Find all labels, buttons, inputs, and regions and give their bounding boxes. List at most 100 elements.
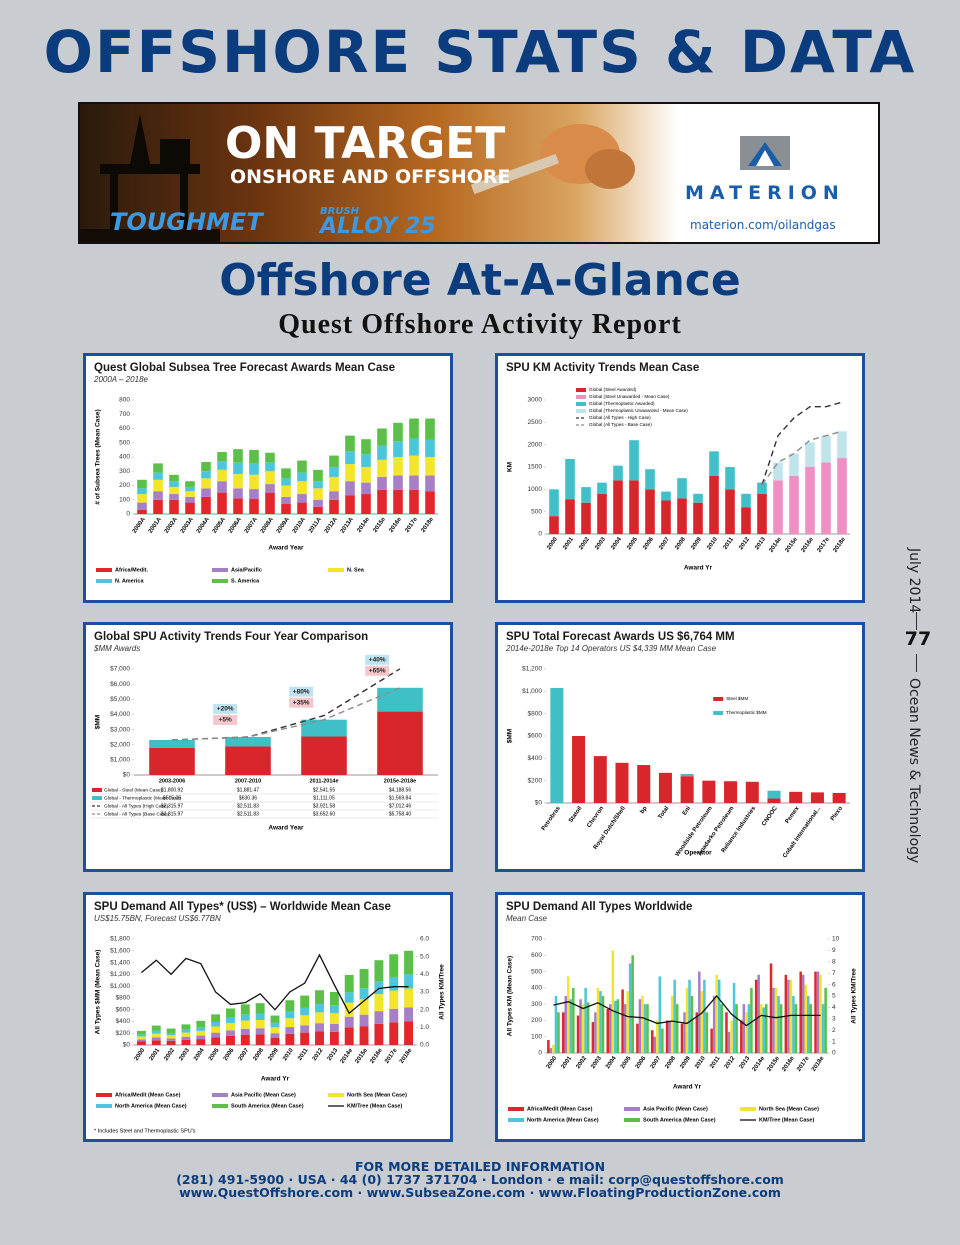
bar: [166, 1032, 176, 1036]
x-tick-label: 2004: [610, 536, 623, 551]
bar: [217, 452, 227, 462]
bar: [693, 502, 703, 534]
y2-tick-label: 6: [832, 981, 836, 988]
bar: [345, 481, 355, 496]
ad-brand: TOUGHMET: [110, 208, 263, 236]
bar: [201, 478, 211, 489]
bar: [226, 1035, 235, 1045]
table-value: $5,758.40: [389, 811, 411, 817]
y-tick-label: $7,000: [110, 666, 130, 673]
bar: [270, 1015, 280, 1023]
bar: [675, 1004, 679, 1053]
annotation-box: [213, 703, 238, 714]
legend-swatch: [96, 579, 112, 583]
bar: [409, 438, 419, 456]
bar: [196, 1020, 206, 1028]
x-tick-label: Plexo: [830, 805, 844, 822]
bar: [609, 1004, 612, 1053]
bar: [265, 492, 275, 514]
bar: [240, 1004, 250, 1015]
y-tick-label: $5,000: [110, 696, 130, 703]
bar: [329, 476, 339, 492]
bar: [773, 462, 783, 481]
bar: [185, 496, 195, 503]
bar: [361, 494, 371, 514]
bar: [725, 1012, 728, 1053]
bar: [404, 988, 414, 1008]
bar: [695, 1012, 699, 1053]
bar: [285, 1011, 295, 1019]
bar: [821, 462, 831, 534]
bar: [300, 995, 310, 1008]
bar: [683, 1012, 686, 1053]
y-axis-label: All Types KM (Mean Case): [507, 956, 514, 1036]
bar: [700, 991, 704, 1053]
footer-links[interactable]: www.QuestOffshore.com · www.SubseaZone.c…: [179, 1185, 781, 1200]
y-tick-label: 500: [531, 968, 542, 975]
bar: [185, 481, 195, 487]
x-axis-label: Award Yr: [684, 565, 713, 572]
bar: [819, 974, 822, 1053]
bar: [196, 1027, 206, 1031]
x-tick-label: 2006: [223, 1047, 236, 1062]
bar: [136, 1036, 146, 1040]
y-tick-label: 300: [531, 1001, 542, 1008]
x-tick-label: 2003: [594, 536, 607, 551]
bar: [702, 780, 716, 803]
y2-tick-label: 7: [832, 970, 836, 977]
bar: [389, 976, 399, 991]
bar: [249, 474, 259, 490]
bar: [359, 1014, 369, 1027]
x-tick-label: Chevron: [586, 805, 605, 829]
bar: [754, 979, 758, 1053]
bar: [211, 1026, 221, 1033]
table-value: $3,921.58: [313, 803, 335, 809]
bar: [313, 488, 323, 500]
bar: [285, 1027, 295, 1034]
legend-label: North America (Mean Case): [115, 1103, 187, 1109]
y2-tick-label: 5: [832, 993, 836, 1000]
x-axis-label: Operator: [684, 850, 712, 857]
bar: [801, 974, 805, 1053]
x-tick-label: 2007: [658, 536, 671, 551]
bar: [688, 979, 691, 1053]
legend-swatch: [212, 579, 228, 583]
bar: [425, 439, 435, 457]
bar: [549, 489, 559, 517]
x-tick-label: 2011: [723, 536, 736, 551]
bar: [344, 1002, 354, 1017]
bar: [329, 455, 339, 467]
bar: [255, 1013, 265, 1020]
chart-title: SPU KM Activity Trends Mean Case: [506, 362, 699, 374]
ad-brand: ALLOY 25: [320, 214, 436, 239]
bar: [579, 999, 582, 1053]
bar: [821, 435, 831, 463]
bar: [265, 452, 275, 463]
y-tick-label: 2000: [528, 441, 543, 448]
y2-tick-label: 2: [832, 1027, 836, 1034]
y-tick-label: $1,600: [110, 947, 130, 954]
bar: [549, 516, 559, 534]
legend-label: South America (Mean Case): [643, 1117, 716, 1123]
bar: [789, 979, 793, 1053]
bar: [151, 1037, 161, 1041]
x-tick-label: 2006: [642, 536, 655, 551]
footer-contact[interactable]: (281) 491-5900 · USA · 44 (0) 1737 37170…: [176, 1172, 784, 1187]
y-tick-label: 1500: [528, 464, 543, 471]
y-tick-label: 2500: [528, 419, 543, 426]
bar: [249, 463, 259, 475]
bar: [425, 491, 435, 514]
advertisement[interactable]: ON TARGET ONSHORE AND OFFSHORE TOUGHMET …: [78, 102, 880, 244]
bar: [211, 1037, 221, 1045]
bar: [181, 1029, 191, 1033]
annotation: +40%: [369, 657, 386, 664]
legend-label: Global - Steel (Mean Case): [104, 787, 163, 793]
ad-url[interactable]: materion.com/oilandgas: [690, 218, 836, 232]
x-tick-label: 2012: [724, 1055, 737, 1070]
bar: [270, 1033, 280, 1038]
legend-label: South America (Mean Case): [231, 1103, 304, 1109]
legend-swatch: [212, 1104, 228, 1108]
bar: [136, 1034, 146, 1037]
legend-label: Global (Thermoplastic Awarded): [589, 401, 655, 406]
x-tick-label: 2009A: [276, 516, 291, 534]
